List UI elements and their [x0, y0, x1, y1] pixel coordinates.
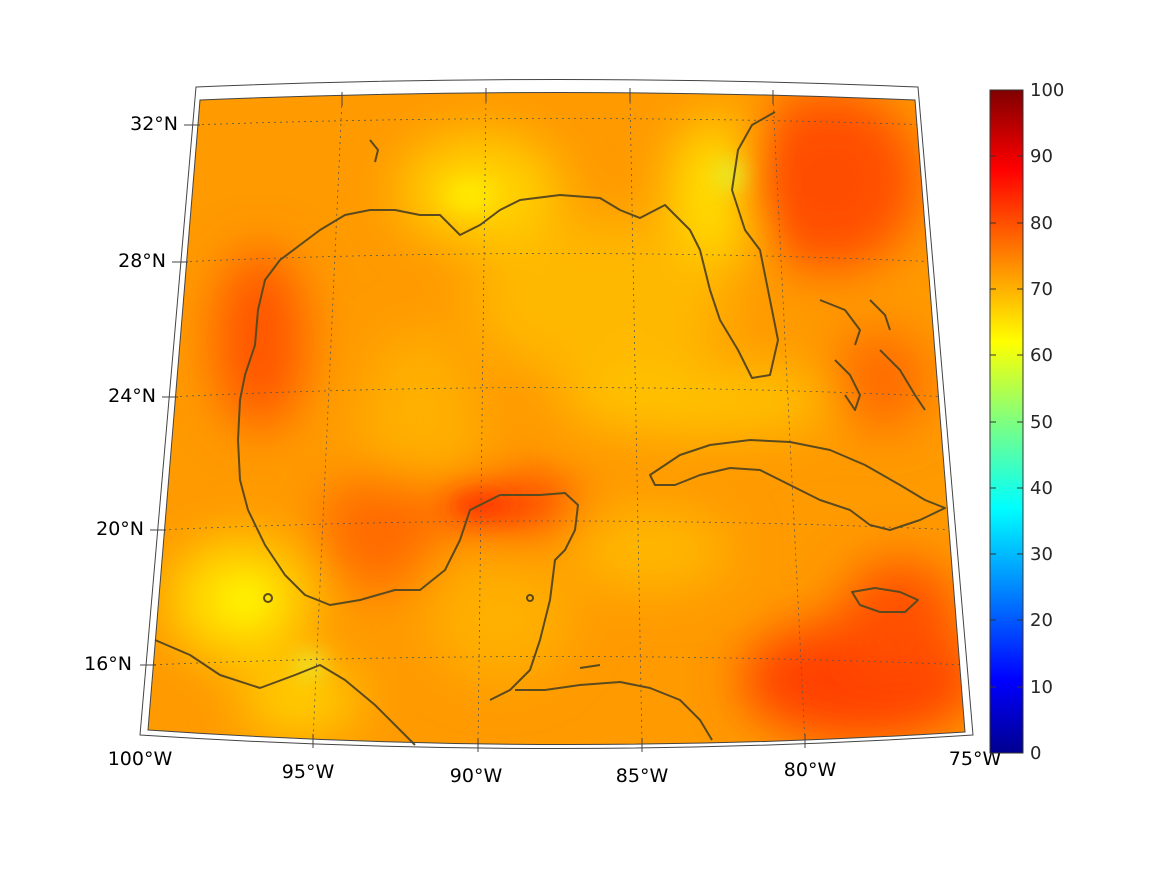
longitude-labels: 100°W 95°W 90°W 85°W 80°W 75°W: [108, 748, 1002, 787]
colorbar-ticks: [990, 155, 1023, 688]
latitude-labels: 32°N 28°N 24°N 20°N 16°N: [84, 113, 178, 675]
coastline-jamaica: [851, 587, 919, 613]
lat-label-16: 16°N: [84, 653, 132, 675]
map-field: [148, 92, 965, 745]
coastline-cuba: [649, 439, 946, 531]
colorbar-labels: 100 90 80 70 60 50 40 30 20 10 0: [1030, 80, 1064, 764]
colorbar-label-0: 0: [1030, 743, 1041, 764]
lat-label-20: 20°N: [96, 518, 144, 540]
colorbar: 100 90 80 70 60 50 40 30 20 10 0: [989, 80, 1064, 764]
coastline-honduras: [515, 681, 713, 741]
lon-label-80: 80°W: [784, 759, 837, 781]
colorbar-label-80: 80: [1030, 213, 1053, 234]
frame-ticks: [140, 88, 806, 752]
colorbar-label-70: 70: [1030, 279, 1053, 300]
coastline-bahamas-1: [819, 299, 861, 346]
lon-label-90: 90°W: [450, 765, 503, 787]
gridline-lat-28: [177, 253, 941, 263]
lon-label-100: 100°W: [108, 748, 173, 770]
colorbar-label-40: 40: [1030, 478, 1053, 499]
lat-label-28: 28°N: [118, 250, 166, 272]
colorbar-label-100: 100: [1030, 80, 1064, 101]
lon-label-85: 85°W: [616, 765, 669, 787]
coastline-bahamas-4: [869, 299, 891, 331]
coastline-island-1: [369, 139, 379, 163]
coastline-island-2: [579, 664, 601, 669]
coastline-bahamas-2: [834, 359, 861, 411]
coastline-gulf-mexico: [237, 111, 779, 701]
lon-label-95: 95°W: [282, 761, 335, 783]
coastline-island-3: [263, 593, 273, 603]
lat-label-24: 24°N: [108, 385, 156, 407]
colorbar-label-50: 50: [1030, 412, 1053, 433]
gridline-lat-24: [167, 387, 951, 398]
colorbar-label-90: 90: [1030, 146, 1053, 167]
colorbar-label-20: 20: [1030, 610, 1053, 631]
colorbar-label-10: 10: [1030, 677, 1053, 698]
gridline-lon-85: [629, 95, 643, 745]
gridline-lon-90: [477, 95, 487, 745]
gridline-lat-16: [148, 656, 965, 666]
colorbar-label-30: 30: [1030, 544, 1053, 565]
gridline-lat-20: [156, 520, 959, 531]
colorbar-label-60: 60: [1030, 345, 1053, 366]
map-frame: [139, 79, 974, 749]
lon-label-75: 75°W: [949, 748, 1002, 770]
map-gridlines: [148, 95, 965, 745]
coastline-central-america: [154, 639, 416, 746]
coastlines: [154, 111, 946, 746]
coastline-bahamas-3: [879, 349, 926, 411]
coastline-island-4: [526, 594, 534, 602]
lat-label-32: 32°N: [130, 113, 178, 135]
field-variation: [170, 92, 965, 740]
